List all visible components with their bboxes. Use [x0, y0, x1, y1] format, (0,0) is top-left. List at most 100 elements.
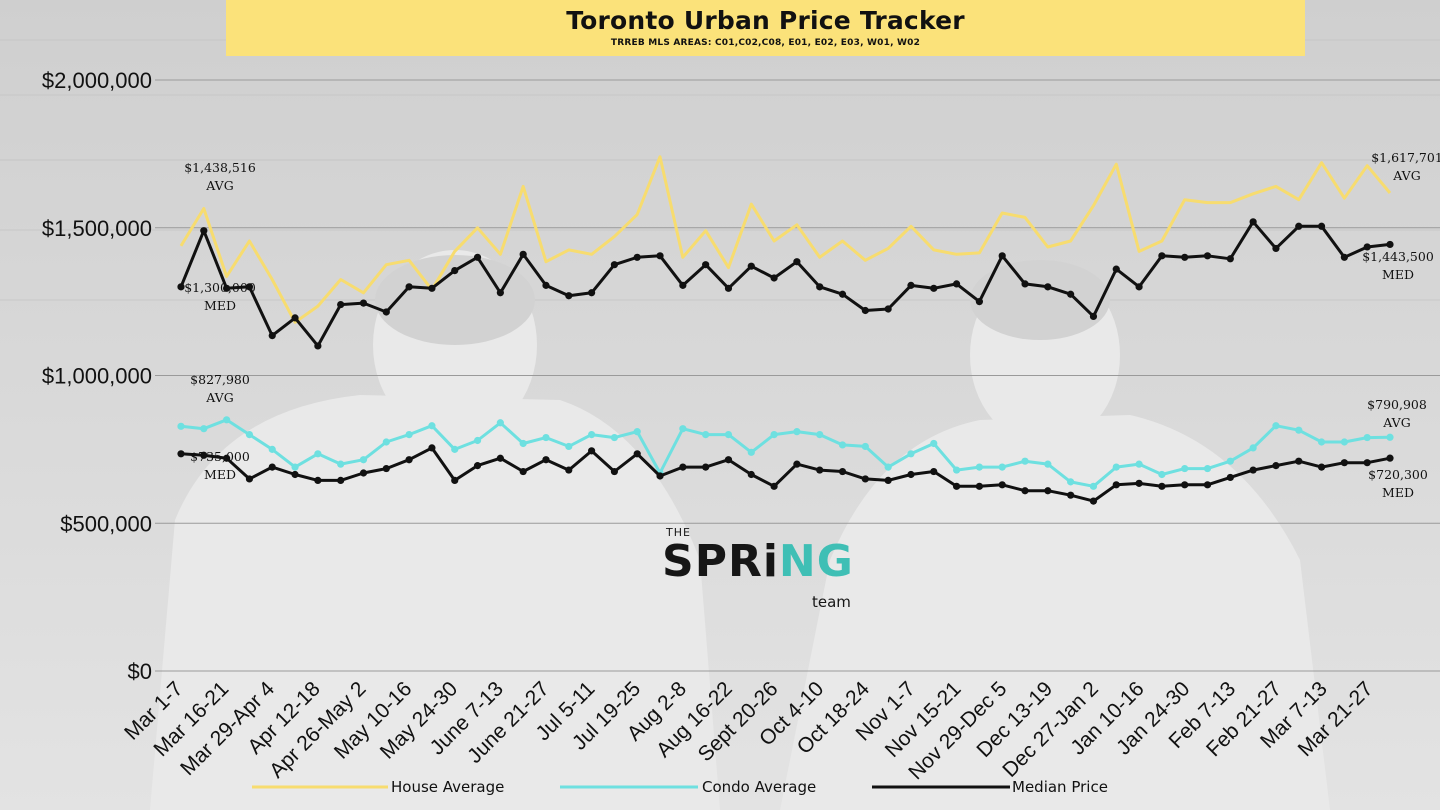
data-point — [565, 292, 573, 300]
data-point — [907, 450, 915, 458]
data-point — [223, 416, 231, 424]
data-point — [177, 422, 185, 430]
annotation-value: $1,443,500 — [1362, 249, 1434, 264]
data-point — [1021, 487, 1029, 495]
data-point — [1181, 464, 1189, 473]
data-point — [1067, 290, 1075, 298]
data-point — [451, 476, 459, 485]
data-point — [975, 463, 983, 471]
data-point — [656, 252, 664, 260]
logo-word-part2: NG — [778, 536, 854, 587]
annotation-kind: AVG — [205, 178, 233, 193]
data-point — [1317, 222, 1326, 230]
data-point — [1386, 454, 1394, 462]
data-point — [428, 422, 436, 430]
data-point — [314, 476, 322, 485]
data-point — [633, 428, 641, 436]
logo-team-text: team — [812, 593, 851, 611]
data-point — [1226, 457, 1234, 465]
data-point — [359, 469, 368, 477]
data-point — [473, 253, 482, 261]
data-point — [1044, 283, 1052, 291]
data-point — [838, 290, 847, 298]
data-point — [907, 281, 915, 289]
data-point — [268, 463, 276, 471]
data-point — [1226, 473, 1234, 482]
data-point — [1317, 438, 1326, 446]
y-tick-label: $1,000,000 — [42, 364, 152, 389]
annotation-value: $790,908 — [1367, 397, 1427, 412]
data-point — [588, 431, 596, 439]
data-point — [496, 289, 504, 297]
data-point — [838, 467, 847, 476]
data-point — [930, 439, 938, 448]
data-point — [884, 476, 892, 485]
data-point — [884, 463, 892, 471]
data-point — [998, 463, 1006, 471]
data-point — [337, 460, 345, 468]
legend-label: Condo Average — [702, 778, 816, 796]
data-point — [519, 467, 527, 476]
annotation-kind: MED — [1382, 267, 1414, 282]
data-point — [542, 456, 550, 464]
annotation-value: $1,617,701 — [1371, 150, 1440, 165]
data-point — [428, 284, 436, 292]
data-point — [975, 298, 983, 306]
data-point — [1203, 481, 1212, 489]
data-point — [1044, 487, 1052, 495]
data-point — [268, 445, 276, 453]
data-point — [177, 283, 185, 291]
data-point — [838, 441, 847, 449]
data-point — [428, 444, 436, 452]
data-point — [496, 454, 504, 462]
data-point — [1158, 482, 1166, 490]
data-point — [1340, 459, 1348, 467]
data-point — [1363, 433, 1371, 442]
data-point — [610, 261, 619, 269]
data-point — [1340, 253, 1348, 261]
data-point — [1363, 459, 1371, 467]
data-point — [610, 467, 619, 476]
data-point — [1135, 283, 1143, 291]
data-point — [679, 425, 687, 433]
data-point — [565, 442, 573, 451]
data-point — [519, 250, 527, 258]
data-point — [952, 280, 961, 288]
data-point — [359, 299, 368, 307]
data-point — [496, 419, 504, 427]
data-point — [1386, 240, 1394, 249]
data-point — [770, 482, 778, 490]
data-point — [1203, 252, 1212, 260]
data-point — [1112, 481, 1120, 489]
data-point — [1067, 491, 1075, 499]
data-point — [268, 332, 276, 340]
data-point — [245, 475, 254, 483]
data-point — [519, 439, 527, 448]
data-point — [177, 450, 185, 458]
y-tick-label: $1,500,000 — [42, 216, 152, 241]
annotation-value: $1,300,000 — [184, 280, 256, 295]
legend-label: Median Price — [1012, 778, 1108, 796]
chart-subtitle: TRREB MLS AREAS: C01,C02,C08, E01, E02, … — [610, 38, 921, 48]
annotation-kind: AVG — [1392, 168, 1420, 183]
data-point — [702, 463, 710, 471]
logo-the-text: THE — [666, 526, 691, 539]
data-point — [200, 425, 208, 433]
data-point — [314, 450, 322, 458]
data-point — [952, 482, 961, 490]
data-point — [861, 442, 869, 451]
data-point — [770, 274, 778, 282]
data-point — [747, 262, 755, 270]
data-point — [1249, 444, 1257, 452]
data-point — [588, 289, 596, 297]
data-point — [1203, 464, 1212, 473]
data-point — [1089, 482, 1098, 490]
data-point — [405, 456, 413, 464]
data-point — [724, 284, 733, 292]
logo-wordmark: SPRiNG — [662, 536, 854, 587]
data-point — [679, 463, 687, 471]
spring-team-logo: THE SPRiNG team — [662, 526, 872, 618]
series-line — [179, 220, 1391, 348]
annotation-kind: AVG — [205, 390, 233, 405]
